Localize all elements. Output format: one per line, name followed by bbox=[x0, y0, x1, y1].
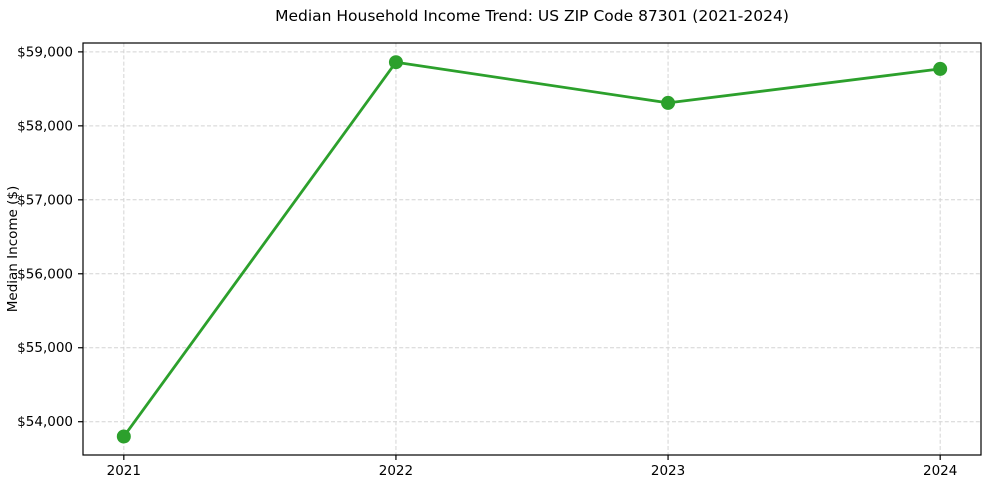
tick-labels: 2021 2022 2023 2024 $54,000 $55,000 $56,000 $57… bbox=[17, 44, 957, 479]
series bbox=[116, 55, 948, 444]
x-tick-label: 2021 bbox=[107, 463, 141, 479]
y-tick-label: $58,000 bbox=[17, 118, 73, 134]
y-tick-label: $54,000 bbox=[17, 414, 73, 430]
y-tick-label: $57,000 bbox=[17, 192, 73, 208]
y-axis-label: Median Income ($) bbox=[5, 186, 21, 312]
plot-border bbox=[82, 42, 982, 456]
data-point-marker bbox=[933, 61, 948, 76]
x-tick-label: 2024 bbox=[923, 463, 957, 479]
data-point-marker bbox=[116, 429, 131, 444]
y-tick-label: $56,000 bbox=[17, 266, 73, 282]
x-tick-label: 2022 bbox=[379, 463, 413, 479]
series-line bbox=[122, 60, 942, 438]
gridlines bbox=[83, 43, 981, 455]
data-point-marker bbox=[661, 95, 676, 110]
y-tick-label: $55,000 bbox=[17, 340, 73, 356]
y-tick-label: $59,000 bbox=[17, 44, 73, 60]
axes bbox=[78, 42, 982, 460]
chart-title: Median Household Income Trend: US ZIP Co… bbox=[275, 7, 789, 25]
data-point-marker bbox=[388, 55, 403, 70]
x-tick-label: 2023 bbox=[651, 463, 685, 479]
